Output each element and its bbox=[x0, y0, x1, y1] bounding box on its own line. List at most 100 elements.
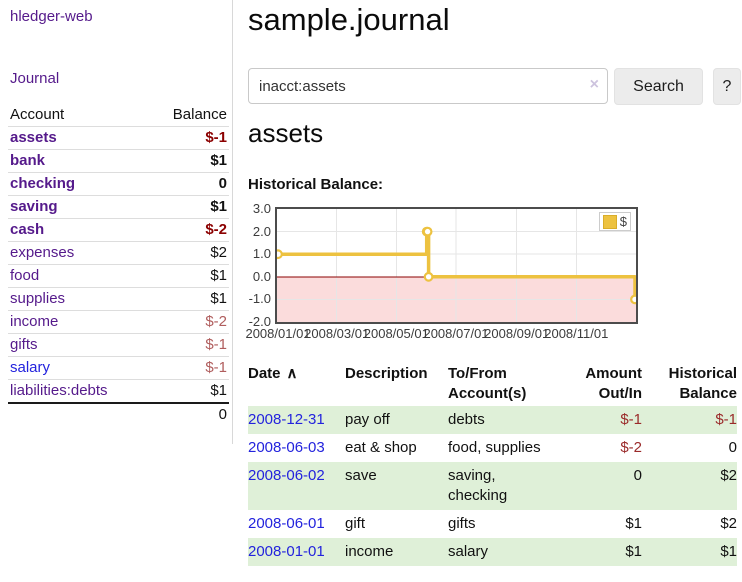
account-balance: $-1 bbox=[148, 333, 229, 357]
y-axis-tick-label: 1.0 bbox=[252, 246, 271, 262]
chart-title: Historical Balance: bbox=[248, 176, 384, 193]
account-row: gifts $-1 bbox=[8, 333, 229, 357]
sort-ascending-icon: ∧ bbox=[286, 365, 298, 382]
chart-legend: $ bbox=[598, 212, 631, 231]
register-header-balance: Historical Balance bbox=[668, 365, 737, 402]
x-axis-tick-label: 2008/07/01 bbox=[423, 326, 489, 341]
transaction-accounts: saving, checking bbox=[448, 467, 508, 504]
transaction-accounts: salary bbox=[448, 543, 489, 560]
y-axis-tick-label: -1.0 bbox=[248, 291, 271, 307]
transaction-row: 2008-06-02 save saving, checking 0 $2 bbox=[248, 462, 737, 510]
transaction-description: pay off bbox=[345, 411, 390, 428]
transaction-balance: $2 bbox=[720, 467, 737, 484]
transaction-row: 2008-06-01 gift gifts $1 $2 bbox=[248, 510, 737, 538]
legend-label: $ bbox=[619, 214, 627, 229]
account-row: food $1 bbox=[8, 264, 229, 288]
transaction-balance: $2 bbox=[720, 515, 737, 532]
account-link-liabilities-debts[interactable]: liabilities:debts bbox=[10, 382, 108, 399]
y-axis-tick-label: 3.0 bbox=[252, 201, 271, 216]
x-axis-tick-label: 2008/01/01 bbox=[245, 326, 311, 341]
account-balance: $1 bbox=[148, 149, 229, 173]
account-link-saving[interactable]: saving bbox=[10, 198, 58, 215]
search-form: × bbox=[248, 68, 608, 104]
transaction-amount: $1 bbox=[625, 543, 642, 560]
x-axis-tick-label: 2008/11/01 bbox=[544, 326, 609, 341]
register-table: Date ∧ Description To/From Account(s) Amo… bbox=[248, 362, 737, 566]
balance-step-line bbox=[277, 209, 636, 322]
transaction-amount: 0 bbox=[633, 467, 642, 484]
account-row: saving $1 bbox=[8, 195, 229, 219]
account-link-checking[interactable]: checking bbox=[10, 175, 76, 192]
search-button[interactable]: Search bbox=[614, 68, 703, 105]
register-header-row: Date ∧ Description To/From Account(s) Amo… bbox=[248, 362, 737, 406]
account-link-expenses[interactable]: expenses bbox=[10, 244, 75, 261]
account-row: assets $-1 bbox=[8, 126, 229, 150]
transaction-description: income bbox=[345, 543, 394, 560]
accounts-total-row: 0 bbox=[8, 402, 229, 426]
y-axis: 3.0 2.0 1.0 0.0 -1.0 -2.0 bbox=[243, 201, 271, 329]
account-row: supplies $1 bbox=[8, 287, 229, 311]
account-row: expenses $2 bbox=[8, 241, 229, 265]
y-axis-tick-label: -2.0 bbox=[248, 314, 271, 329]
account-link-food[interactable]: food bbox=[10, 267, 40, 284]
transaction-description: save bbox=[345, 467, 377, 484]
account-link-bank[interactable]: bank bbox=[10, 152, 46, 169]
transaction-accounts: food, supplies bbox=[448, 439, 541, 456]
page-title: sample.journal bbox=[248, 2, 450, 37]
account-balance: $1 bbox=[148, 287, 229, 311]
account-link-assets[interactable]: assets bbox=[10, 129, 57, 146]
account-heading: assets bbox=[248, 118, 324, 148]
transaction-amount: $-1 bbox=[620, 411, 642, 428]
account-balance: $-2 bbox=[148, 310, 229, 334]
account-link-supplies[interactable]: supplies bbox=[10, 290, 66, 307]
sidebar-item-journal[interactable]: Journal bbox=[10, 70, 60, 87]
account-link-gifts[interactable]: gifts bbox=[10, 336, 38, 353]
transaction-description: eat & shop bbox=[345, 439, 417, 456]
accounts-header-row: Account Balance bbox=[8, 104, 229, 127]
transaction-accounts: debts bbox=[448, 411, 485, 428]
account-link-cash[interactable]: cash bbox=[10, 221, 45, 238]
transaction-date-link[interactable]: 2008-06-01 bbox=[248, 515, 325, 532]
transaction-accounts: gifts bbox=[448, 515, 476, 532]
transaction-date-link[interactable]: 2008-01-01 bbox=[248, 543, 325, 560]
clear-search-icon[interactable]: × bbox=[589, 76, 599, 93]
legend-swatch-icon bbox=[602, 214, 617, 229]
x-axis-tick-label: 2008/09/01 bbox=[484, 326, 550, 341]
account-balance: 0 bbox=[148, 172, 229, 196]
transaction-row: 2008-01-01 income salary $1 $1 bbox=[248, 538, 737, 566]
transaction-date-link[interactable]: 2008-12-31 bbox=[248, 411, 325, 428]
account-row: bank $1 bbox=[8, 149, 229, 173]
transaction-amount: $-2 bbox=[620, 439, 642, 456]
search-input[interactable] bbox=[248, 68, 608, 104]
transaction-balance: $-1 bbox=[715, 411, 737, 428]
y-axis-tick-label: 0.0 bbox=[252, 268, 271, 284]
account-row: liabilities:debts $1 bbox=[8, 379, 229, 404]
help-button[interactable]: ? bbox=[713, 68, 741, 105]
transaction-date-link[interactable]: 2008-06-03 bbox=[248, 439, 325, 456]
historical-balance-chart: 3.0 2.0 1.0 0.0 -1.0 -2.0 $ 2008/01/01 2008/03… bbox=[243, 200, 647, 348]
accounts-table: Account Balance assets $-1 bank $1 checkin… bbox=[8, 104, 229, 426]
account-balance: $2 bbox=[148, 241, 229, 265]
account-balance: $1 bbox=[148, 264, 229, 288]
account-row: checking 0 bbox=[8, 172, 229, 196]
transaction-row: 2008-06-03 eat & shop food, supplies $-2… bbox=[248, 434, 737, 462]
account-row: income $-2 bbox=[8, 310, 229, 334]
register-header-description: Description bbox=[345, 365, 428, 382]
account-balance: $-1 bbox=[148, 126, 229, 150]
app-title-link[interactable]: hledger-web bbox=[10, 8, 93, 25]
accounts-header-account: Account bbox=[8, 104, 149, 127]
account-link-income[interactable]: income bbox=[10, 313, 59, 330]
transaction-row: 2008-12-31 pay off debts $-1 $-1 bbox=[248, 406, 737, 434]
x-axis-tick-label: 2008/03/01 bbox=[304, 326, 370, 341]
register-header-accounts: To/From Account(s) bbox=[448, 365, 527, 402]
transaction-date-link[interactable]: 2008-06-02 bbox=[248, 467, 325, 484]
account-row: salary $-1 bbox=[8, 356, 229, 380]
sidebar: hledger-web Journal Account Balance asse… bbox=[0, 0, 233, 444]
account-balance: $1 bbox=[148, 195, 229, 219]
transaction-balance: 0 bbox=[728, 439, 737, 456]
register-header-date[interactable]: Date ∧ bbox=[248, 365, 298, 382]
account-link-salary[interactable]: salary bbox=[10, 359, 51, 376]
x-axis-tick-label: 2008/05/01 bbox=[363, 326, 429, 341]
account-row: cash $-2 bbox=[8, 218, 229, 242]
